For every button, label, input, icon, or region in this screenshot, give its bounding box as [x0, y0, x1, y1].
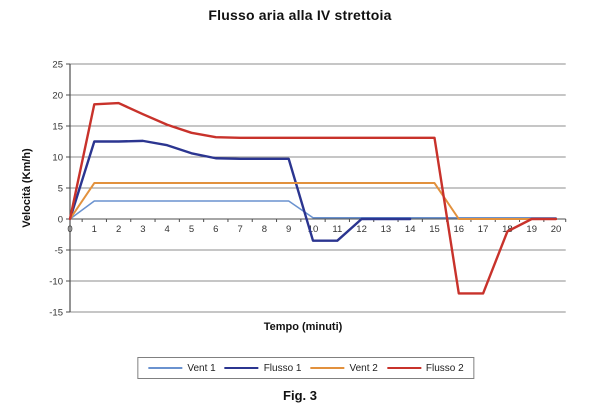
x-tick-label: 15: [429, 224, 440, 235]
x-tick-label: 11: [332, 224, 342, 235]
legend-label: Flusso 1: [263, 362, 302, 374]
x-tick-label: 12: [356, 224, 367, 235]
series-line-flusso-1: [68, 139, 412, 242]
x-tick-label: 4: [165, 224, 170, 235]
x-axis-title: Tempo (minuti): [263, 321, 343, 333]
legend-item-flusso-2: Flusso 2: [386, 362, 464, 374]
x-tick-label: 0: [67, 224, 72, 235]
x-tick-label: 7: [237, 224, 242, 235]
x-tick-label: 14: [405, 224, 416, 235]
x-tick-label: 20: [551, 224, 562, 235]
legend-line-sample-vent-2: [310, 367, 345, 369]
x-tick-label: 6: [213, 224, 218, 235]
x-tick-label: 18: [502, 224, 513, 235]
x-tick-label: 8: [262, 224, 267, 235]
x-tick-label: 10: [308, 224, 319, 235]
y-axis-title: Velocità (Km/h): [21, 148, 33, 228]
y-tick-label: -15: [49, 308, 63, 319]
x-tick-label: 3: [140, 224, 145, 235]
legend-item-vent-1: Vent 1: [148, 362, 216, 374]
series-line-vent-1: [69, 200, 557, 220]
series-line-vent-2: [69, 182, 557, 220]
figure-caption: Fig. 3: [283, 388, 317, 403]
y-tick-label: 15: [52, 122, 63, 133]
x-tick-label: 16: [454, 224, 465, 235]
legend-label: Vent 2: [349, 362, 378, 374]
legend-label: Vent 1: [187, 362, 216, 374]
y-tick-label: 25: [52, 60, 63, 71]
legend-line-sample-flusso-1: [224, 367, 259, 369]
legend-label: Flusso 2: [425, 362, 464, 374]
y-tick-label: -10: [49, 277, 63, 288]
legend-line-sample-flusso-2: [386, 367, 421, 369]
x-tick-label: 5: [189, 224, 194, 235]
x-tick-label: 19: [526, 224, 537, 235]
x-tick-label: 2: [116, 224, 121, 235]
chart-title: Flusso aria alla IV strettoia: [208, 7, 392, 23]
x-tick-label: 9: [286, 224, 291, 235]
legend-item-flusso-1: Flusso 1: [224, 362, 302, 374]
y-tick-label: 0: [58, 215, 63, 226]
y-tick-label: 10: [52, 153, 63, 164]
x-tick-label: 13: [381, 224, 392, 235]
x-tick-label: 1: [92, 224, 97, 235]
legend-line-sample-vent-1: [148, 367, 183, 369]
legend-item-vent-2: Vent 2: [310, 362, 378, 374]
y-tick-label: -5: [55, 246, 63, 257]
y-tick-label: 20: [52, 91, 63, 102]
x-tick-label: 17: [478, 224, 489, 235]
y-tick-label: 5: [58, 184, 63, 195]
series-line-flusso-2: [68, 101, 558, 295]
legend: Vent 1 Flusso 1 Vent 2 Flusso 2: [137, 357, 475, 379]
